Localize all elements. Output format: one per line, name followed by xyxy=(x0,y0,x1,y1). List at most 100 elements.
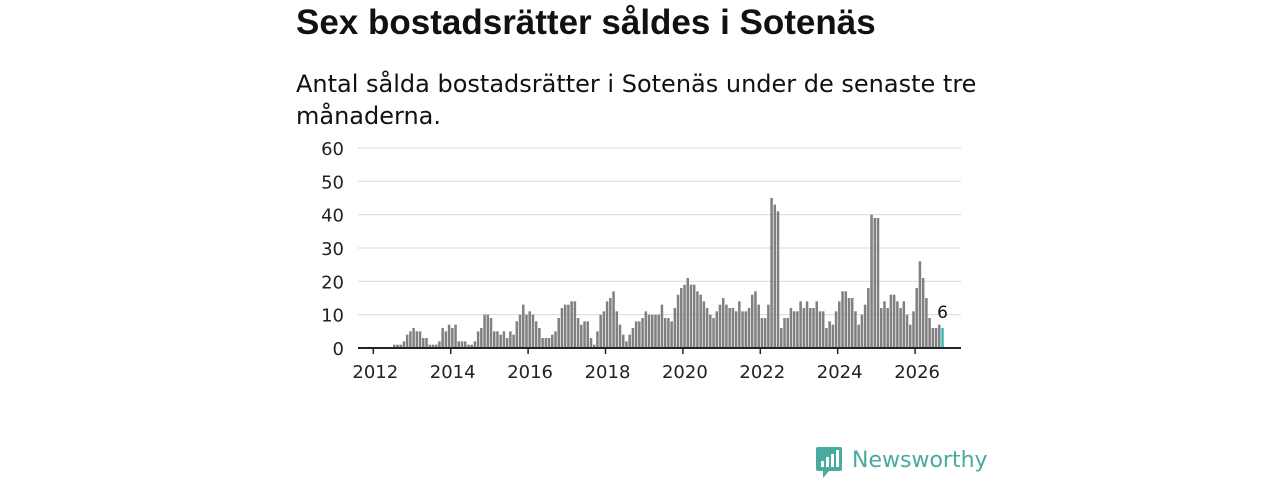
bar xyxy=(428,344,431,348)
bar xyxy=(828,321,831,348)
bar xyxy=(863,304,867,348)
bar xyxy=(512,334,515,348)
bar xyxy=(551,334,554,348)
bar xyxy=(776,211,780,348)
bar xyxy=(767,304,770,348)
bar xyxy=(425,338,428,348)
bar xyxy=(925,298,928,348)
bar xyxy=(612,291,615,348)
bar xyxy=(647,314,651,348)
brand-name: Newsworthy xyxy=(852,448,988,473)
bar xyxy=(573,301,577,348)
bar xyxy=(796,311,799,348)
bar xyxy=(544,338,548,348)
bar xyxy=(409,331,412,348)
bar xyxy=(534,321,538,348)
bar xyxy=(870,214,873,348)
bar xyxy=(812,308,815,348)
bar xyxy=(641,318,644,348)
bar xyxy=(467,344,470,348)
bar xyxy=(763,318,767,348)
bar xyxy=(528,311,531,348)
bar xyxy=(670,321,673,348)
bar xyxy=(770,198,773,348)
bar xyxy=(515,321,519,348)
bar xyxy=(734,311,738,348)
y-tick-label: 50 xyxy=(321,172,344,193)
bar xyxy=(676,294,680,348)
y-tick-label: 10 xyxy=(321,306,344,327)
bar xyxy=(783,318,786,348)
bar xyxy=(902,301,906,348)
x-tick-label: 2014 xyxy=(430,362,476,383)
bar xyxy=(496,331,499,348)
bar xyxy=(631,328,635,348)
bar xyxy=(589,338,593,348)
bar xyxy=(715,311,719,348)
bar xyxy=(931,328,935,348)
bar xyxy=(518,314,522,348)
bar xyxy=(499,334,502,348)
bar xyxy=(754,291,757,348)
bar xyxy=(886,308,889,348)
y-tick-label: 20 xyxy=(321,272,344,293)
bar xyxy=(663,318,667,348)
bar xyxy=(489,318,493,348)
bar xyxy=(580,324,583,348)
bar xyxy=(396,344,399,348)
bar xyxy=(912,311,915,348)
bar xyxy=(557,318,560,348)
x-tick-label: 2024 xyxy=(817,362,863,383)
bar xyxy=(918,261,922,348)
bar xyxy=(502,331,506,348)
bar xyxy=(928,318,931,348)
bar xyxy=(422,338,425,348)
bar xyxy=(680,288,683,348)
x-tick-label: 2012 xyxy=(352,362,398,383)
bar xyxy=(470,344,473,348)
y-axis-ticks: 0 10 20 30 40 50 60 xyxy=(321,139,344,360)
bar xyxy=(838,301,841,348)
bar xyxy=(905,314,909,348)
x-tick-label: 2020 xyxy=(662,362,708,383)
bar xyxy=(592,344,596,348)
bar xyxy=(460,341,464,348)
bar xyxy=(789,308,793,348)
bar xyxy=(473,341,477,348)
bar xyxy=(567,304,570,348)
bar xyxy=(651,314,654,348)
bar xyxy=(721,298,725,348)
bar xyxy=(560,308,564,348)
newsworthy-logo[interactable]: Newsworthy xyxy=(815,446,988,480)
bar xyxy=(480,328,483,348)
bar xyxy=(625,341,628,348)
bar xyxy=(618,324,622,348)
bar xyxy=(583,321,586,348)
bar xyxy=(809,308,812,348)
bar xyxy=(718,304,722,348)
bar xyxy=(879,308,883,348)
bar xyxy=(757,304,760,348)
bar xyxy=(454,324,457,348)
bar xyxy=(657,314,660,348)
x-tick-label: 2022 xyxy=(739,362,785,383)
bar xyxy=(525,314,528,348)
bar xyxy=(841,291,844,348)
bar xyxy=(909,324,912,348)
bar xyxy=(599,314,602,348)
bar xyxy=(744,311,748,348)
bar xyxy=(854,311,857,348)
bar xyxy=(628,334,631,348)
y-tick-label: 30 xyxy=(321,239,344,260)
data-labels: 6 xyxy=(937,303,948,323)
bar xyxy=(821,311,825,348)
bar xyxy=(621,334,625,348)
bar xyxy=(586,321,590,348)
bar xyxy=(447,324,451,348)
bar xyxy=(738,301,741,348)
bar xyxy=(876,218,880,348)
bar xyxy=(399,344,402,348)
bar xyxy=(402,341,406,348)
bar xyxy=(844,291,848,348)
bar xyxy=(483,314,486,348)
